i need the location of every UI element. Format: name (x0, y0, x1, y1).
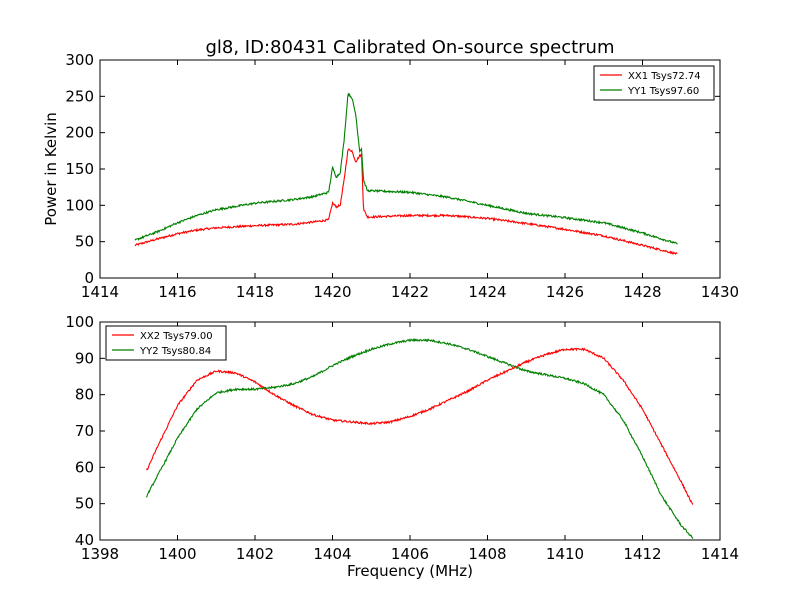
y-tick-label: 150 (65, 160, 94, 178)
x-tick-label: 1414 (701, 545, 739, 563)
x-tick-label: 1402 (236, 545, 274, 563)
legend: XX2 Tsys79.00 YY2 Tsys80.84 (105, 325, 227, 361)
series-line-xx1 (134, 148, 678, 255)
x-tick-label: 1398 (81, 545, 119, 563)
legend-box (593, 65, 715, 101)
y-tick-label: 100 (65, 313, 94, 331)
x-tick-label: 1424 (468, 283, 506, 301)
x-tick-label: 1428 (623, 283, 661, 301)
x-tick-label: 1418 (236, 283, 274, 301)
x-tick-label: 1404 (313, 545, 351, 563)
x-tick-label: 1410 (546, 545, 584, 563)
y-axis-label: Power in Kelvin (42, 112, 60, 226)
series-line-yy2 (145, 337, 694, 540)
legend-entry: XX2 Tsys79.00 (140, 331, 213, 342)
x-tick-label: 1430 (701, 283, 739, 301)
y-tick-label: 50 (75, 233, 94, 251)
y-tick-label: 200 (65, 124, 94, 142)
x-tick-label: 1406 (391, 545, 429, 563)
legend-entry: YY1 Tsys97.60 (627, 86, 699, 97)
series-line-yy1 (134, 92, 678, 245)
x-tick-label: 1414 (81, 283, 119, 301)
y-tick-label: 100 (65, 196, 94, 214)
legend-entry: XX1 Tsys72.74 (628, 71, 701, 82)
x-tick-label: 1400 (158, 545, 196, 563)
x-tick-label: 1412 (623, 545, 661, 563)
x-tick-label: 1408 (468, 545, 506, 563)
y-tick-label: 40 (75, 531, 94, 549)
x-tick-label: 1422 (391, 283, 429, 301)
x-tick-label: 1420 (313, 283, 351, 301)
x-tick-label: 1416 (158, 283, 196, 301)
spectrum-panel-top: 1414 1416 1418 1420 1422 1424 1426 1428 1430 0 50 1… (42, 51, 739, 301)
chart-title: gl8, ID:80431 Calibrated On-source spect… (205, 37, 614, 58)
y-tick-label: 250 (65, 87, 94, 105)
series-line-xx2 (146, 347, 694, 505)
y-tick-label: 300 (65, 51, 94, 69)
spectrum-panel-bottom: 1398 1400 1402 1404 1406 1408 1410 1412 1414 40 50… (65, 313, 739, 580)
x-tick-label: 1426 (546, 283, 584, 301)
y-tick-label: 70 (75, 422, 94, 440)
legend-box (105, 325, 227, 361)
y-tick-label: 50 (75, 495, 94, 513)
y-tick-label: 0 (84, 269, 94, 287)
y-tick-label: 60 (75, 458, 94, 476)
y-tick-label: 80 (75, 386, 94, 404)
legend: XX1 Tsys72.74 YY1 Tsys97.60 (593, 65, 715, 101)
y-tick-label: 90 (75, 349, 94, 367)
legend-entry: YY2 Tsys80.84 (139, 346, 211, 357)
x-axis-label: Frequency (MHz) (347, 562, 473, 580)
